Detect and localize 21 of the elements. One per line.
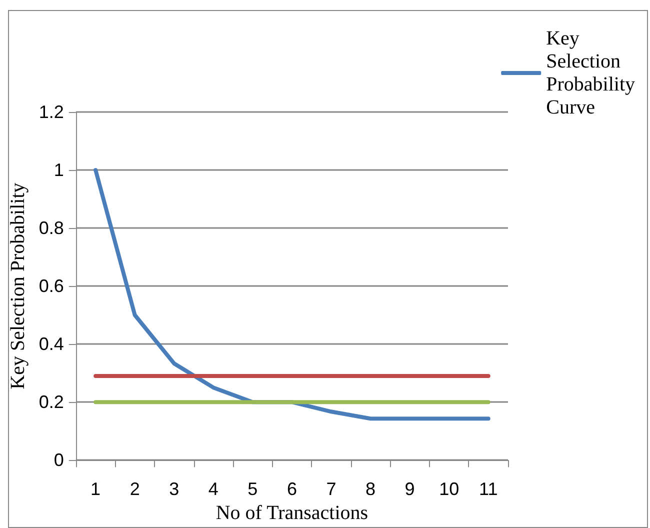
y-tick-label: 0 <box>54 450 64 470</box>
x-tick-label: 11 <box>479 479 498 500</box>
x-axis-title: No of Transactions <box>216 502 368 524</box>
y-tick-label: 1.2 <box>38 102 64 122</box>
x-tick-label: 4 <box>208 479 218 500</box>
x-tick-label: 10 <box>439 479 460 500</box>
y-tick-label: 1 <box>54 160 64 180</box>
x-tick-label: 9 <box>404 479 415 500</box>
y-tick-label: 0.2 <box>38 392 64 412</box>
x-tick-label: 1 <box>90 479 101 500</box>
y-tick-label: 0.4 <box>38 334 64 354</box>
x-tick-label: 6 <box>286 479 297 500</box>
x-tick-label: 2 <box>130 479 140 500</box>
x-tick-label: 7 <box>326 479 336 500</box>
y-axis-title: Key Selection Probability <box>7 182 29 390</box>
y-tick-label: 0.6 <box>38 276 64 296</box>
legend-label: Key Selection Probability Curve <box>546 28 636 118</box>
x-tick-label: 3 <box>169 479 180 500</box>
x-tick-label: 8 <box>366 479 376 500</box>
x-tick-label: 5 <box>248 479 258 500</box>
y-tick-label: 0.8 <box>38 218 64 238</box>
